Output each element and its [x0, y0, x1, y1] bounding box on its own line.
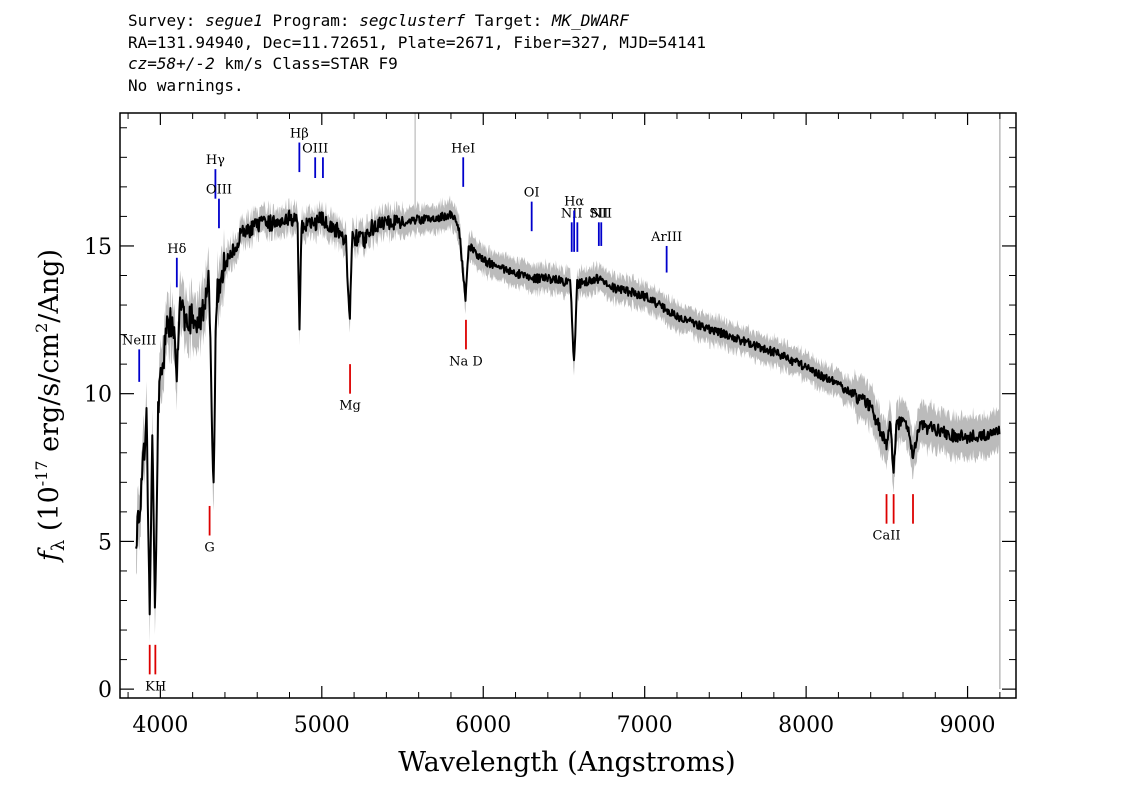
header-line-redshift: cz=58+/-2 km/s Class=STAR F9 [128, 53, 706, 75]
emission-line-label: Hγ [206, 153, 225, 168]
survey-label: Survey: [128, 11, 206, 30]
emission-line-label: NII [561, 206, 583, 221]
absorption-line-label: Na D [449, 354, 483, 369]
x-tick-label: 6000 [455, 713, 511, 738]
y-axis-exponent2: 2 [32, 323, 51, 333]
redshift-value: cz=58+/-2 [128, 54, 215, 73]
header-line-survey: Survey: segue1 Program: segclusterf Targ… [128, 10, 706, 32]
y-axis-title: fλ (10-17 erg/s/cm2/Ang) [32, 249, 69, 563]
absorption-line-label: Mg [339, 399, 361, 414]
error-band [136, 195, 1000, 644]
class-text: km/s Class=STAR F9 [214, 54, 398, 73]
x-tick-label: 8000 [778, 713, 834, 738]
y-axis-f: f [34, 547, 65, 563]
x-tick-label: 5000 [294, 713, 350, 738]
y-axis-lambda: λ [48, 540, 69, 551]
emission-line-label: OIII [206, 183, 232, 198]
x-tick-label: 7000 [617, 713, 673, 738]
y-tick-label: 5 [98, 530, 112, 555]
emission-line-label: Hβ [290, 127, 309, 142]
y-axis-unit-pre: (10 [34, 486, 65, 539]
axis-ticks: 4000 5000 6000 7000 8000 9000 0 5 10 15 [84, 113, 1016, 738]
y-axis-unit-mid: erg/s/cm [34, 333, 65, 461]
emission-line-label: SII [589, 206, 608, 221]
program-value: segclusterf [359, 11, 466, 30]
emission-line-label: NeIII [122, 333, 156, 348]
x-tick-label: 9000 [940, 713, 996, 738]
emission-line-label: NII [590, 206, 612, 221]
spectrum-header: Survey: segue1 Program: segclusterf Targ… [128, 10, 706, 96]
emission-line-label: ArIII [650, 230, 682, 245]
program-label: Program: [262, 11, 360, 30]
emission-line-label: HeI [451, 141, 475, 156]
emission-line-label: Hδ [167, 242, 186, 257]
x-axis-title: Wavelength (Angstroms) [398, 747, 735, 778]
emission-line-label: OIII [302, 141, 328, 156]
target-value: MK_DWARF [551, 11, 629, 30]
absorption-line-label: CaII [873, 529, 901, 544]
survey-value: segue1 [205, 11, 263, 30]
y-axis-exponent: -17 [32, 460, 51, 486]
y-tick-label: 15 [84, 235, 112, 260]
absorption-line-label: G [204, 541, 214, 556]
plot-frame [119, 112, 1017, 699]
header-line-coordinates: RA=131.94940, Dec=11.72651, Plate=2671, … [128, 32, 706, 52]
flux-layer [135, 209, 1001, 616]
header-line-warnings: No warnings. [128, 75, 244, 95]
x-tick-label: 4000 [132, 713, 188, 738]
flux-series [135, 209, 1001, 616]
y-tick-label: 0 [98, 678, 112, 703]
emission-line-label: OI [524, 186, 540, 201]
y-axis-unit-post: /Ang) [34, 249, 65, 323]
error-band-layer [136, 113, 1001, 690]
emission-line-label: Hα [564, 195, 584, 210]
absorption-line-label: KH [145, 679, 166, 694]
y-tick-label: 10 [84, 383, 112, 408]
target-label: Target: [465, 11, 552, 30]
